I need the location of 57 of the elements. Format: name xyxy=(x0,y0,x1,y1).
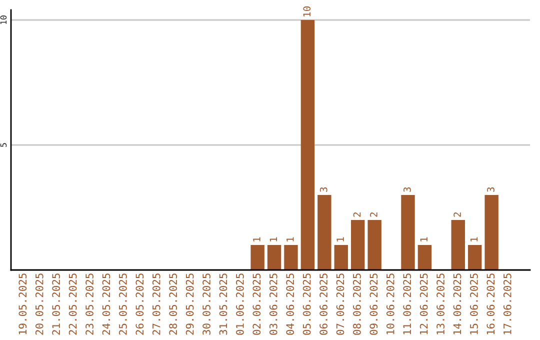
x-tick-label: 03.06.2025 xyxy=(269,274,278,335)
x-tick-label: 28.05.2025 xyxy=(169,274,178,335)
bar xyxy=(401,195,415,270)
bar xyxy=(368,220,382,270)
x-tick-label: 01.06.2025 xyxy=(236,274,244,335)
x-tick-label: 26.05.2025 xyxy=(136,274,144,335)
bar xyxy=(451,220,465,270)
x-tick-label: 17.06.2025 xyxy=(503,274,512,334)
data-label: 1 xyxy=(420,237,428,242)
x-tick-label: 31.05.2025 xyxy=(219,274,228,335)
x-tick-label: 27.05.2025 xyxy=(152,274,160,335)
x-tick-label: 29.05.2025 xyxy=(186,274,194,335)
data-label: 1 xyxy=(253,237,260,242)
x-tick-label: 13.06.2025 xyxy=(436,274,444,334)
x-tick-label: 07.06.2025 xyxy=(336,274,344,335)
x-tick-label: 11.06.2025 xyxy=(403,274,412,334)
x-tick-label: 16.06.2025 xyxy=(486,274,495,334)
bar xyxy=(267,245,282,270)
x-tick-label: 05.06.2025 xyxy=(302,274,311,335)
x-tick-label: 21.05.2025 xyxy=(52,274,60,335)
bar xyxy=(418,245,432,270)
data-label: 2 xyxy=(353,212,361,217)
data-label: 2 xyxy=(370,212,378,217)
x-tick-label: 24.05.2025 xyxy=(102,274,110,335)
bar xyxy=(318,195,332,270)
data-label: 1 xyxy=(470,237,478,242)
x-tick-label: 25.05.2025 xyxy=(118,274,127,335)
x-tick-label: 12.06.2025 xyxy=(420,274,428,334)
data-label: 1 xyxy=(270,237,277,242)
y-tick-label: 5 xyxy=(0,143,7,147)
x-tick-label: 10.06.2025 xyxy=(386,274,394,334)
x-tick-label: 14.06.2025 xyxy=(453,274,462,334)
x-tick-label: 20.05.2025 xyxy=(35,274,44,335)
x-tick-label: 06.06.2025 xyxy=(320,274,328,335)
data-label: 1 xyxy=(336,237,344,242)
bar xyxy=(300,20,315,270)
x-tick-label: 30.05.2025 xyxy=(202,274,210,335)
x-tick-label: 22.05.2025 xyxy=(68,274,77,335)
bar xyxy=(250,245,264,270)
x-tick-label: 08.06.2025 xyxy=(353,274,361,335)
x-tick-label: 23.05.2025 xyxy=(86,274,94,335)
bar xyxy=(284,245,298,270)
bar xyxy=(468,245,482,270)
data-label: 1 xyxy=(286,237,294,242)
data-label: 3 xyxy=(487,187,494,192)
data-label: 10 xyxy=(303,6,311,16)
data-label: 3 xyxy=(403,187,411,192)
x-tick-label: 15.06.2025 xyxy=(470,274,478,334)
x-tick-label: 04.06.2025 xyxy=(286,274,294,335)
x-tick-label: 02.06.2025 xyxy=(252,274,261,335)
bar xyxy=(334,245,348,270)
bar xyxy=(484,195,498,270)
bar xyxy=(350,220,365,270)
x-tick-label: 09.06.2025 xyxy=(370,274,378,335)
data-label: 3 xyxy=(320,187,328,192)
x-tick-label: 19.05.2025 xyxy=(18,274,27,334)
data-label: 2 xyxy=(454,212,461,217)
